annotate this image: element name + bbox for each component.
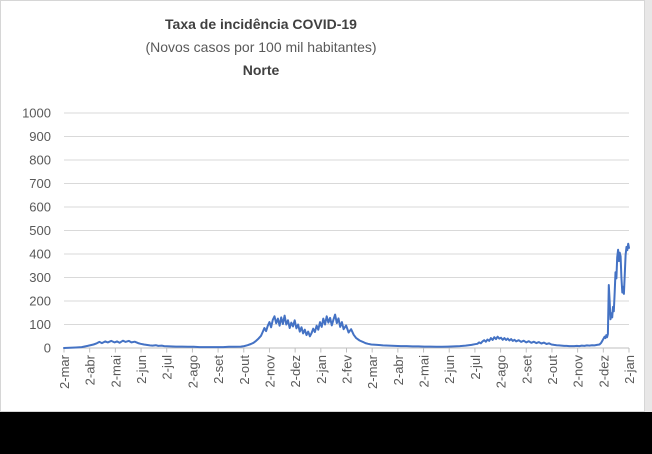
x-axis-tick-label: 2-mai [108, 355, 123, 388]
y-axis-tick-label: 1000 [22, 106, 51, 121]
y-axis-tick-label: 500 [29, 223, 51, 238]
chart-card[interactable]: Taxa de incidência COVID-19 (Novos casos… [0, 0, 645, 412]
x-axis-tick-label: 2-dez [596, 355, 611, 388]
y-axis-tick-label: 400 [29, 247, 51, 262]
y-axis-tick-label: 900 [29, 129, 51, 144]
x-axis-tick-label: 2-nov [262, 355, 277, 388]
line-chart-plot: 0 100 200 300 400 500 600 700 800 900 1000 2-mar 2-a… [22, 106, 637, 389]
chart-title: Taxa de incidência COVID-19 [165, 16, 357, 32]
x-axis-tick-label: 2-abr [391, 354, 406, 385]
x-axis-tick-label: 2-set [519, 355, 534, 384]
x-axis-tick-label: 2-out [237, 355, 252, 385]
y-axis-tick-label: 600 [29, 200, 51, 215]
x-axis-tick-label: 2-jan [622, 355, 637, 384]
incidence-line-series [63, 242, 630, 349]
x-axis-tick-label: 2-jan [314, 355, 329, 384]
y-axis-tick-label: 700 [29, 176, 51, 191]
x-axis-tick-label: 2-jul [468, 355, 483, 380]
x-axis-tick-label: 2-jun [442, 355, 457, 384]
x-axis-tick-label: 2-out [545, 355, 560, 385]
x-axis-tick-label: 2-dez [288, 355, 303, 388]
y-axis-tick-label: 300 [29, 270, 51, 285]
x-axis-tick-label: 2-fev [340, 355, 355, 384]
chart-region-title: Norte [242, 62, 280, 78]
y-axis-tick-label: 800 [29, 153, 51, 168]
y-axis-tick-label: 0 [44, 341, 51, 356]
x-axis-tick-label: 2-mar [365, 354, 380, 389]
x-axis-tick-label: 2-mar [57, 354, 72, 389]
x-axis-tick-label: 2-jul [160, 355, 175, 380]
y-axis-tick-label: 200 [29, 294, 51, 309]
y-axis-tick-label: 100 [29, 317, 51, 332]
x-axis-tick-label: 2-mai [417, 355, 432, 388]
x-axis-tick-label: 2-set [211, 355, 226, 384]
x-axis-tick-label: 2-ago [185, 355, 200, 388]
x-axis-tick-label: 2-ago [494, 355, 509, 388]
x-axis-tick-label: 2-abr [83, 354, 98, 385]
worksheet-margin-strip [645, 0, 652, 412]
bottom-black-band [0, 412, 652, 454]
x-axis-tick-label: 2-jun [134, 355, 149, 384]
x-axis-tick-label: 2-nov [571, 355, 586, 388]
chart-subtitle: (Novos casos por 100 mil habitantes) [145, 39, 377, 55]
